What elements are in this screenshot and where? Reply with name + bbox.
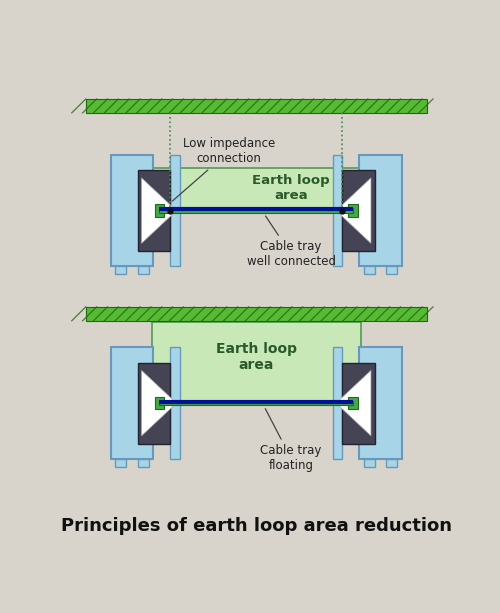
FancyBboxPatch shape <box>170 348 179 459</box>
Text: Low impedance
connection: Low impedance connection <box>172 137 275 201</box>
FancyBboxPatch shape <box>138 459 148 466</box>
FancyBboxPatch shape <box>154 205 164 217</box>
FancyBboxPatch shape <box>364 267 375 274</box>
FancyBboxPatch shape <box>138 363 170 444</box>
FancyBboxPatch shape <box>386 267 398 274</box>
Text: Principles of earth loop area reduction: Principles of earth loop area reduction <box>61 517 452 535</box>
FancyBboxPatch shape <box>342 363 375 444</box>
Polygon shape <box>336 370 371 436</box>
FancyBboxPatch shape <box>160 208 353 213</box>
FancyBboxPatch shape <box>342 170 375 251</box>
FancyBboxPatch shape <box>360 155 402 267</box>
FancyBboxPatch shape <box>160 401 353 405</box>
FancyBboxPatch shape <box>86 99 427 113</box>
FancyBboxPatch shape <box>138 170 170 251</box>
FancyBboxPatch shape <box>348 205 358 217</box>
Text: Cable tray
floating: Cable tray floating <box>260 409 322 473</box>
FancyBboxPatch shape <box>360 348 402 459</box>
Text: Earth loop
area: Earth loop area <box>216 342 297 372</box>
FancyBboxPatch shape <box>115 267 126 274</box>
FancyBboxPatch shape <box>333 348 342 459</box>
FancyBboxPatch shape <box>110 348 153 459</box>
FancyBboxPatch shape <box>154 397 164 409</box>
FancyBboxPatch shape <box>152 169 361 213</box>
FancyBboxPatch shape <box>170 155 179 267</box>
Polygon shape <box>142 370 176 436</box>
FancyBboxPatch shape <box>152 322 361 405</box>
FancyBboxPatch shape <box>348 397 358 409</box>
FancyBboxPatch shape <box>138 267 148 274</box>
FancyBboxPatch shape <box>110 155 153 267</box>
FancyBboxPatch shape <box>364 459 375 466</box>
FancyBboxPatch shape <box>333 155 342 267</box>
FancyBboxPatch shape <box>386 459 398 466</box>
Polygon shape <box>336 178 371 243</box>
Polygon shape <box>142 178 176 243</box>
Text: Cable tray
well connected: Cable tray well connected <box>246 216 336 268</box>
FancyBboxPatch shape <box>86 307 427 321</box>
FancyBboxPatch shape <box>115 459 126 466</box>
Text: Earth loop
area: Earth loop area <box>252 173 330 202</box>
